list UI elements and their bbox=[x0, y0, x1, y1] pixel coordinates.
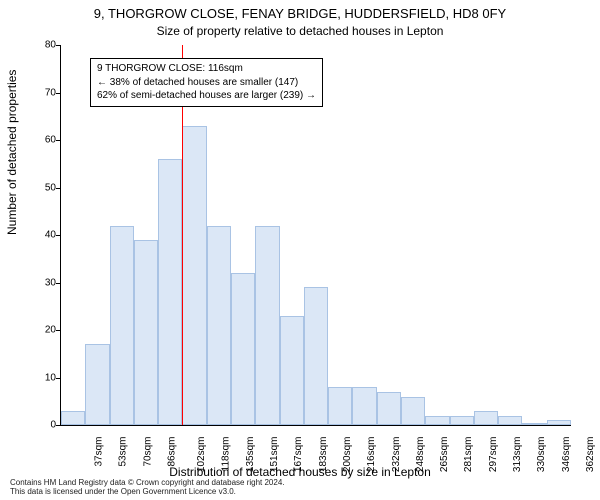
x-tick-label: 297sqm bbox=[488, 437, 499, 473]
y-tick-mark bbox=[56, 235, 60, 236]
histogram-bar bbox=[61, 411, 85, 425]
x-tick-label: 118sqm bbox=[220, 437, 231, 472]
histogram-bar bbox=[522, 423, 546, 425]
y-tick-label: 0 bbox=[26, 420, 56, 431]
annotation-line: 9 THORGROW CLOSE: 116sqm bbox=[97, 62, 316, 76]
y-tick-label: 30 bbox=[26, 277, 56, 288]
histogram-bar bbox=[498, 416, 522, 426]
histogram-bar bbox=[182, 126, 206, 425]
histogram-bar bbox=[134, 240, 158, 425]
y-tick-mark bbox=[56, 188, 60, 189]
x-tick-label: 53sqm bbox=[118, 437, 129, 467]
y-tick-mark bbox=[56, 45, 60, 46]
chart-title-address: 9, THORGROW CLOSE, FENAY BRIDGE, HUDDERS… bbox=[0, 6, 600, 21]
y-tick-label: 80 bbox=[26, 40, 56, 51]
chart-title-subtitle: Size of property relative to detached ho… bbox=[0, 24, 600, 38]
histogram-bar bbox=[547, 420, 571, 425]
histogram-bar bbox=[401, 397, 425, 426]
histogram-bar bbox=[377, 392, 401, 425]
histogram-bar bbox=[110, 226, 134, 426]
copyright-line: Contains HM Land Registry data © Crown c… bbox=[10, 478, 285, 488]
x-tick-label: 167sqm bbox=[294, 437, 305, 473]
y-tick-label: 50 bbox=[26, 182, 56, 193]
x-tick-label: 265sqm bbox=[439, 437, 450, 473]
histogram-bar bbox=[207, 226, 231, 426]
copyright-line: This data is licensed under the Open Gov… bbox=[10, 487, 285, 497]
x-tick-label: 86sqm bbox=[167, 437, 178, 467]
y-tick-mark bbox=[56, 378, 60, 379]
x-tick-label: 313sqm bbox=[512, 437, 523, 473]
x-tick-label: 216sqm bbox=[366, 437, 377, 473]
x-tick-label: 281sqm bbox=[464, 437, 475, 473]
histogram-bar bbox=[425, 416, 449, 426]
annotation-line: ← 38% of detached houses are smaller (14… bbox=[97, 76, 316, 90]
y-tick-label: 10 bbox=[26, 372, 56, 383]
y-tick-label: 20 bbox=[26, 325, 56, 336]
histogram-bar bbox=[474, 411, 498, 425]
annotation-box: 9 THORGROW CLOSE: 116sqm ← 38% of detach… bbox=[90, 58, 323, 107]
y-tick-mark bbox=[56, 283, 60, 284]
copyright-notice: Contains HM Land Registry data © Crown c… bbox=[10, 478, 285, 497]
histogram-bar bbox=[280, 316, 304, 425]
histogram-bar bbox=[231, 273, 255, 425]
histogram-bar bbox=[255, 226, 279, 426]
y-tick-mark bbox=[56, 425, 60, 426]
y-tick-label: 70 bbox=[26, 87, 56, 98]
histogram-bar bbox=[328, 387, 352, 425]
x-tick-label: 183sqm bbox=[318, 437, 329, 473]
histogram-bar bbox=[450, 416, 474, 426]
x-tick-label: 135sqm bbox=[245, 437, 256, 473]
y-tick-mark bbox=[56, 330, 60, 331]
x-tick-label: 346sqm bbox=[561, 437, 572, 473]
histogram-bar bbox=[85, 344, 109, 425]
y-tick-label: 40 bbox=[26, 230, 56, 241]
x-tick-label: 102sqm bbox=[196, 437, 207, 473]
x-tick-label: 37sqm bbox=[94, 437, 105, 467]
histogram-bar bbox=[304, 287, 328, 425]
y-tick-mark bbox=[56, 93, 60, 94]
x-tick-label: 200sqm bbox=[342, 437, 353, 473]
x-tick-label: 151sqm bbox=[269, 437, 280, 473]
annotation-line: 62% of semi-detached houses are larger (… bbox=[97, 89, 316, 103]
x-tick-label: 330sqm bbox=[536, 437, 547, 473]
x-tick-label: 232sqm bbox=[391, 437, 402, 473]
y-tick-label: 60 bbox=[26, 135, 56, 146]
histogram-bar bbox=[352, 387, 376, 425]
x-tick-label: 362sqm bbox=[585, 437, 596, 473]
x-tick-label: 248sqm bbox=[415, 437, 426, 473]
x-tick-label: 70sqm bbox=[142, 437, 153, 467]
histogram-bar bbox=[158, 159, 182, 425]
y-axis-label: Number of detached properties bbox=[5, 70, 19, 235]
y-tick-mark bbox=[56, 140, 60, 141]
